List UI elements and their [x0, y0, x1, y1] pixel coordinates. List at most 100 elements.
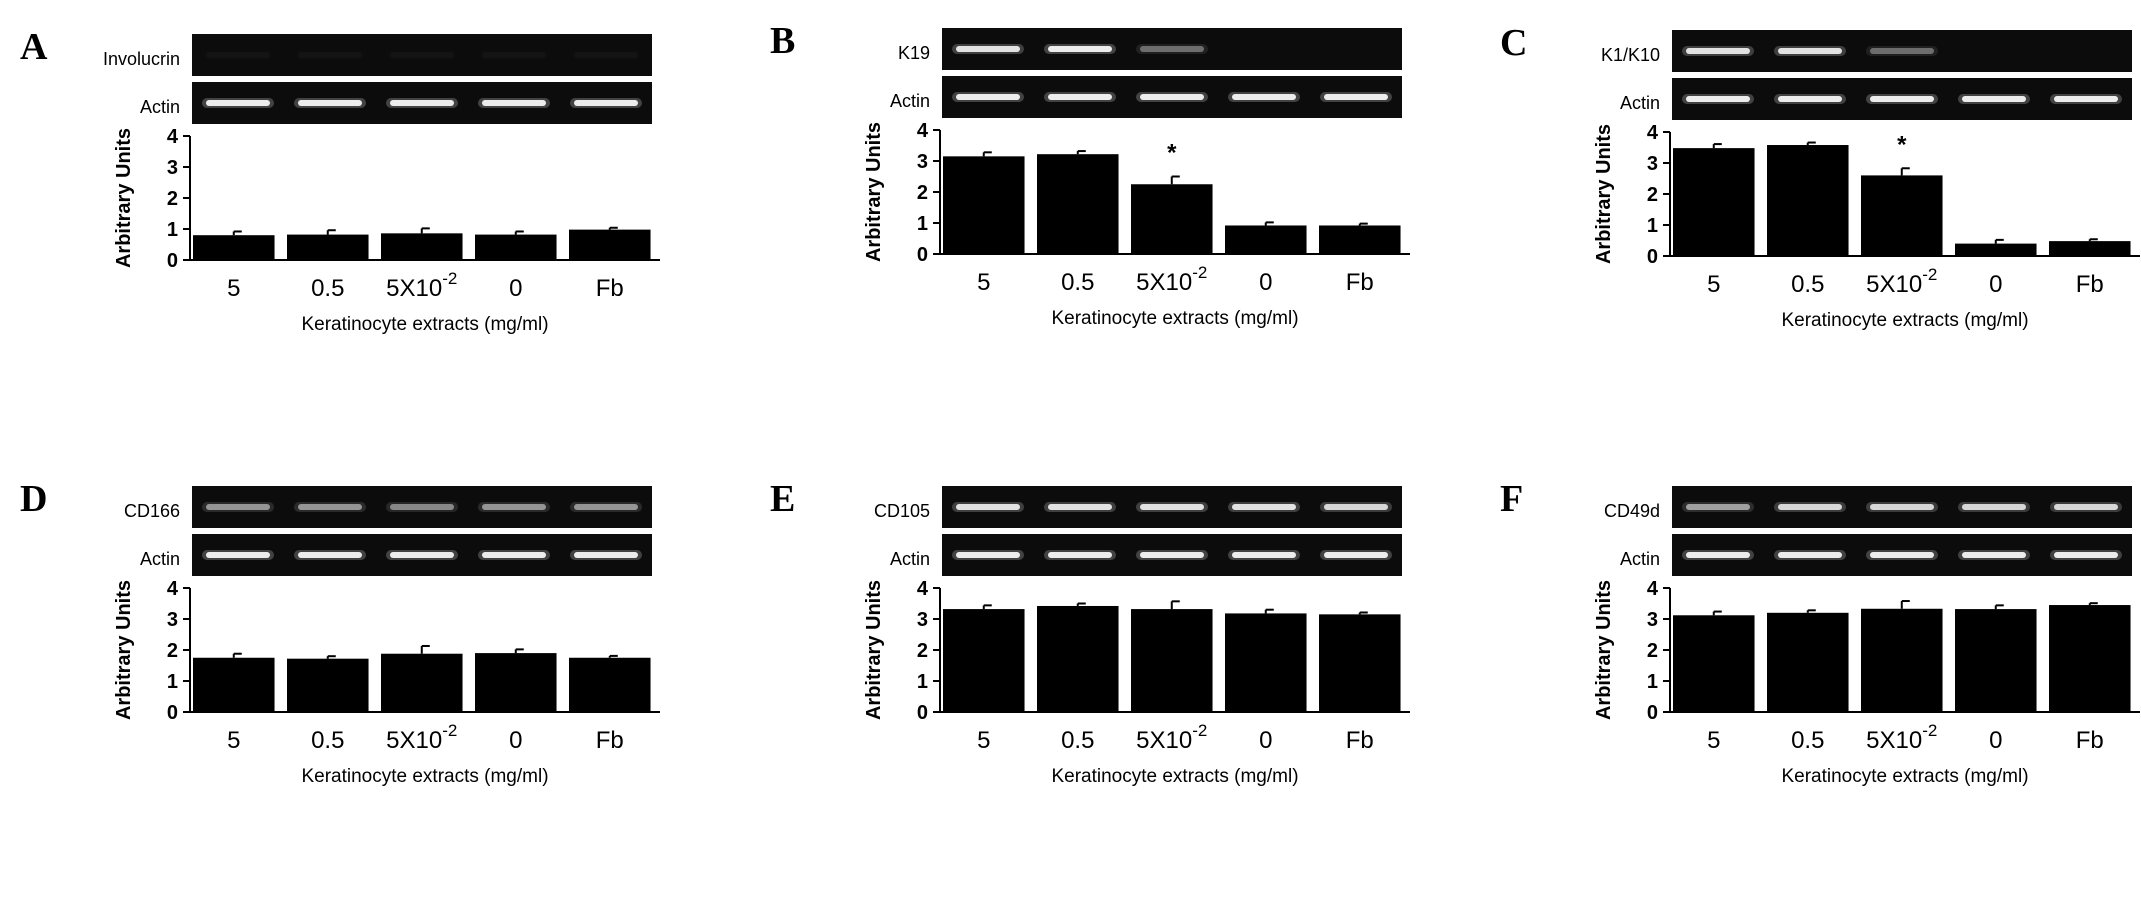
gel-band — [1324, 504, 1388, 510]
gel-label-target: CD105 — [873, 501, 930, 521]
x-tick-label: Fb — [596, 727, 624, 754]
y-tick-label: 0 — [917, 244, 928, 266]
gel-band-glow — [1866, 94, 1938, 104]
gel-band-glow — [952, 502, 1024, 512]
gel-band-glow — [1228, 550, 1300, 560]
gel-band — [1870, 96, 1934, 102]
gel-band — [1232, 504, 1296, 510]
x-tick-label: Fb — [1346, 269, 1374, 296]
y-tick-label: 0 — [1647, 702, 1658, 724]
gel-label-target: CD166 — [123, 501, 180, 521]
x-tick-label: 0 — [1989, 727, 2002, 754]
gel-band-glow — [1044, 44, 1116, 54]
y-tick-label: 3 — [167, 609, 178, 631]
gel-band — [1232, 552, 1296, 558]
gel-band-glow — [1774, 46, 1846, 56]
gel-band — [298, 504, 362, 510]
gel-band — [1048, 94, 1112, 100]
significance-marker: * — [1897, 131, 1907, 158]
gel-band — [574, 504, 638, 510]
gel-band — [2054, 504, 2118, 510]
gel-band-glow — [294, 550, 366, 560]
gel-band — [1324, 94, 1388, 100]
x-tick-label: 5 — [977, 269, 990, 296]
x-tick-label: 5 — [977, 727, 990, 754]
panel-letter: B — [770, 20, 796, 62]
x-tick-label: 5X10-2 — [386, 269, 457, 302]
bar — [287, 234, 369, 260]
gel-label-actin: Actin — [139, 97, 180, 117]
bar — [1131, 184, 1213, 254]
gel-band-glow — [1866, 502, 1938, 512]
y-tick-label: 3 — [917, 609, 928, 631]
gel-label-actin: Actin — [1619, 93, 1660, 113]
y-tick-label: 2 — [917, 182, 928, 204]
gel-band — [1232, 94, 1296, 100]
gel-band — [1778, 504, 1842, 510]
gel-band — [1048, 46, 1112, 52]
gel-band — [1686, 96, 1750, 102]
bar — [2049, 605, 2131, 712]
x-tick-label-base: 5X10 — [1866, 727, 1922, 754]
gel-band-glow — [202, 502, 274, 512]
gel-band-glow — [952, 44, 1024, 54]
gel-band-glow — [1774, 94, 1846, 104]
y-tick-label: 0 — [917, 702, 928, 724]
gel-band-glow — [1958, 94, 2030, 104]
gel-band-glow — [1136, 92, 1208, 102]
gel-strip-actin — [192, 534, 652, 576]
bar-chart: 0 1 2 3 4 Arbitrary Units 5 0.5 5X10-2 0 Fb Keratin… — [113, 126, 660, 335]
bar — [1319, 225, 1401, 254]
panel-letter: A — [20, 26, 48, 68]
y-axis-label: Arbitrary Units — [1593, 580, 1615, 720]
panel-letter: C — [1500, 22, 1528, 64]
bar-chart: 0 1 2 3 4 Arbitrary Units 5 0.5 5X10-2 0 Fb Keratin… — [863, 578, 1410, 787]
y-tick-label: 4 — [1647, 122, 1659, 144]
x-tick-label: 0.5 — [1061, 727, 1094, 754]
x-tick-label: 5X10-2 — [1866, 265, 1937, 298]
y-tick-label: 0 — [1647, 246, 1658, 268]
gel-label-target: K19 — [897, 43, 930, 63]
gel-band-glow — [1682, 94, 1754, 104]
y-tick-label: 0 — [167, 250, 178, 272]
y-tick-label: 4 — [167, 126, 179, 148]
y-tick-label: 4 — [917, 120, 929, 142]
gel-band-glow — [1320, 92, 1392, 102]
y-tick-label: 1 — [1647, 671, 1658, 693]
panel-letter: F — [1500, 478, 1524, 520]
bar-chart: 0 1 2 3 4 Arbitrary Units 5 0.5 * 5X10-2 0 Fb Kerati… — [1593, 122, 2140, 331]
gel-band — [1140, 552, 1204, 558]
gel-band — [574, 552, 638, 558]
bar — [1037, 605, 1119, 712]
bar — [193, 235, 275, 260]
gel-band-glow — [1320, 502, 1392, 512]
y-axis-label: Arbitrary Units — [863, 122, 885, 262]
y-axis-label: Arbitrary Units — [1593, 124, 1615, 264]
x-tick-label: 5X10-2 — [386, 721, 457, 754]
gel-band-glow — [1682, 46, 1754, 56]
gel-band-glow — [202, 550, 274, 560]
bar — [1673, 148, 1755, 256]
gel-strip-actin — [1672, 78, 2132, 120]
y-tick-label: 2 — [1647, 640, 1658, 662]
gel-band-glow — [386, 502, 458, 512]
gel-band-glow — [1866, 46, 1938, 56]
x-tick-label: Fb — [2076, 271, 2104, 298]
gel-band — [1778, 48, 1842, 54]
panel-c: C K1/K10 Actin 0 1 2 3 4 Arbitrary Units 5 0.5 * 5X1… — [1500, 24, 2141, 464]
bar — [1225, 225, 1307, 254]
bar — [381, 233, 463, 260]
gel-band — [390, 504, 454, 510]
gel-band — [2054, 96, 2118, 102]
x-tick-label-base: 5X10 — [1136, 727, 1192, 754]
bar-chart: 0 1 2 3 4 Arbitrary Units 5 0.5 5X10-2 0 Fb Keratin… — [1593, 578, 2140, 787]
x-tick-label: Fb — [1346, 727, 1374, 754]
x-tick-label: 5 — [227, 275, 240, 302]
y-tick-label: 2 — [167, 640, 178, 662]
gel-band — [956, 504, 1020, 510]
bar — [1131, 609, 1213, 712]
bar — [1319, 614, 1401, 712]
x-axis-label: Keratinocyte extracts (mg/ml) — [1051, 308, 1298, 329]
gel-band — [1140, 46, 1204, 52]
x-axis-label: Keratinocyte extracts (mg/ml) — [1781, 766, 2028, 787]
